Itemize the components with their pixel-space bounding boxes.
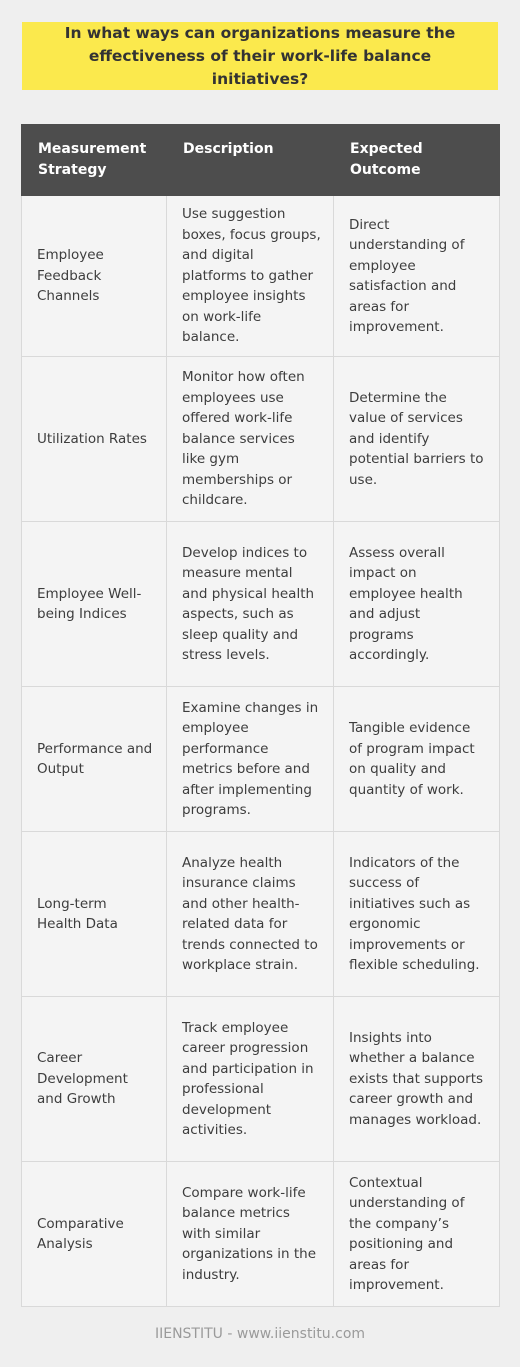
outcome-cell: Direct understanding of employee satisfa… [333, 195, 500, 357]
strategy-cell: Employee Feedback Channels [21, 195, 167, 357]
strategy-cell: Performance and Output [21, 686, 167, 832]
description-cell: Track employee career progression and pa… [166, 996, 334, 1162]
page-title: In what ways can organizations measure t… [64, 23, 456, 88]
description-cell: Use suggestion boxes, focus groups, and … [166, 195, 334, 357]
column-header-outcome: Expected Outcome [333, 124, 500, 196]
description-cell: Examine changes in employee performance … [166, 686, 334, 832]
description-cell: Monitor how often employees use offered … [166, 356, 334, 522]
outcome-cell: Indicators of the success of initiatives… [333, 831, 500, 997]
table-row: Employee Well-being Indices Develop indi… [21, 521, 500, 687]
table-header-row: Measurement Strategy Description Expecte… [21, 124, 500, 196]
column-header-description: Description [166, 124, 334, 196]
table-row: Utilization Rates Monitor how often empl… [21, 356, 500, 522]
description-cell: Develop indices to measure mental and ph… [166, 521, 334, 687]
column-header-strategy: Measurement Strategy [21, 124, 167, 196]
table-row: Career Development and Growth Track empl… [21, 996, 500, 1162]
strategy-cell: Long-term Health Data [21, 831, 167, 997]
outcome-cell: Tangible evidence of program impact on q… [333, 686, 500, 832]
table-row: Employee Feedback Channels Use suggestio… [21, 195, 500, 357]
table-row: Long-term Health Data Analyze health ins… [21, 831, 500, 997]
measurement-table: Measurement Strategy Description Expecte… [21, 124, 500, 1307]
table-row: Performance and Output Examine changes i… [21, 686, 500, 832]
strategy-cell: Career Development and Growth [21, 996, 167, 1162]
outcome-cell: Contextual understanding of the company’… [333, 1161, 500, 1307]
strategy-cell: Comparative Analysis [21, 1161, 167, 1307]
description-cell: Compare work-life balance metrics with s… [166, 1161, 334, 1307]
strategy-cell: Utilization Rates [21, 356, 167, 522]
outcome-cell: Assess overall impact on employee health… [333, 521, 500, 687]
outcome-cell: Determine the value of services and iden… [333, 356, 500, 522]
description-cell: Analyze health insurance claims and othe… [166, 831, 334, 997]
title-banner: In what ways can organizations measure t… [22, 22, 498, 90]
outcome-cell: Insights into whether a balance exists t… [333, 996, 500, 1162]
table-row: Comparative Analysis Compare work-life b… [21, 1161, 500, 1307]
strategy-cell: Employee Well-being Indices [21, 521, 167, 687]
footer-credit: IIENSTITU - www.iienstitu.com [154, 1326, 366, 1342]
